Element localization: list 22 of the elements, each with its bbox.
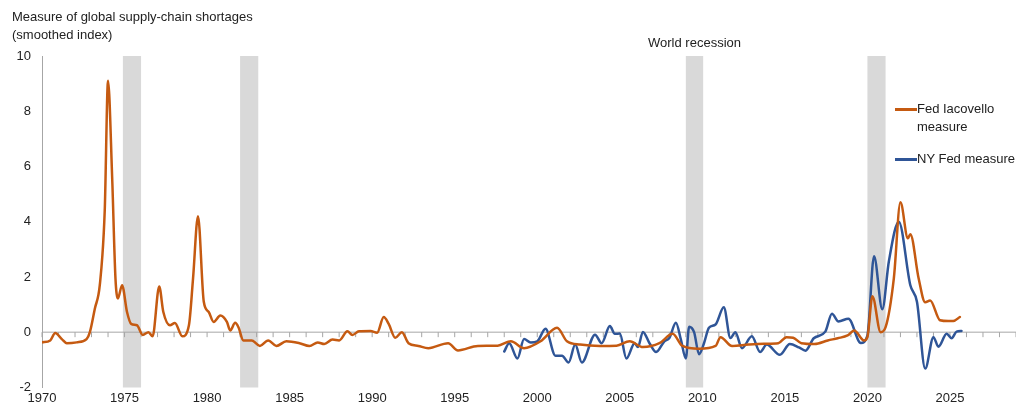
x-tick-label: 1980 xyxy=(192,389,222,405)
y-tick-label: 6 xyxy=(23,158,31,174)
x-tick-label: 2025 xyxy=(935,389,965,405)
legend-label: NY Fed measure xyxy=(917,150,1016,168)
x-tick-label: 2000 xyxy=(522,389,552,405)
x-tick-label: 2010 xyxy=(687,389,717,405)
y-tick-label: 8 xyxy=(23,102,31,118)
legend-label: Fed Iacovello measure xyxy=(917,100,996,136)
x-tick-label: 1990 xyxy=(357,389,387,405)
x-tick-label: 2020 xyxy=(852,389,882,405)
x-tick-label: 1985 xyxy=(275,389,305,405)
x-tick-label: 2005 xyxy=(605,389,635,405)
x-tick-label: 1975 xyxy=(110,389,139,405)
x-tick-label: 2015 xyxy=(770,389,800,405)
y-axis-title: Measure of global supply-chain shortages (smoothed index) xyxy=(12,8,253,44)
y-tick-label: 0 xyxy=(23,323,31,339)
band-label: World recession xyxy=(648,35,741,51)
y-tick-label: 4 xyxy=(23,213,31,229)
y-tick-label: 10 xyxy=(16,47,31,63)
y-tick-label: 2 xyxy=(23,268,31,284)
line-series xyxy=(502,220,963,370)
x-tick-label: 1995 xyxy=(440,389,470,405)
